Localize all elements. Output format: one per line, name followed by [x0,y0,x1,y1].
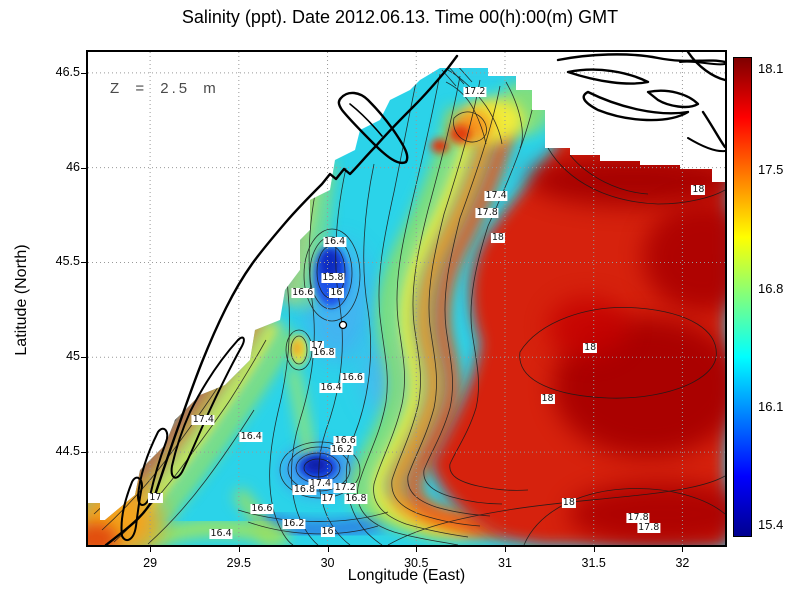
x-tick-label: 31 [498,556,512,570]
y-tick-mark [81,357,86,359]
x-tick-label: 29.5 [226,556,251,570]
contour-label: 16.4 [319,381,343,393]
contour-label: 17.4 [191,413,215,425]
contour-label: 18 [540,393,555,404]
y-tick-label: 46.5 [55,64,80,79]
contour-label: 17.8 [637,521,661,533]
x-tick-mark [238,547,240,552]
y-tick-mark [81,452,86,454]
contour-label: 16.4 [209,527,233,539]
depth-annotation: Z = 2.5 m [110,80,219,97]
page-title: Salinity (ppt). Date 2012.06.13. Time 00… [181,7,619,27]
x-tick-mark [682,547,684,552]
y-tick-label: 44.5 [55,444,80,459]
coastline [104,52,725,545]
contour-label: 17.8 [475,207,499,219]
colorbar-tick-label: 18.1 [758,60,784,76]
contour-label: 17 [148,491,163,503]
contour-label: 18 [583,341,598,353]
contour-label: 16.8 [312,347,336,359]
contour-label: 16.8 [344,493,368,505]
contour-label: 16.4 [239,430,263,442]
colorbar-gradient [733,57,752,537]
contour-label: 17.2 [463,85,487,97]
contour-label-layer: 17.2 18 17.4 17.8 18 16.4 15.8 16 16.6 17 16.8 18 16… [88,52,725,545]
contour-label: 18 [691,184,706,196]
contour-label: 16.6 [291,286,315,298]
station-marker [338,320,348,330]
x-tick-label: 30.5 [404,556,429,570]
contour-label: 18 [490,231,505,243]
x-tick-label: 32 [675,556,690,570]
contour-label: 16 [329,286,344,298]
y-axis-label: Latitude (North) [13,244,30,356]
contour-label: 16.4 [323,235,347,247]
colorbar-tick-label: 16.8 [758,280,784,296]
contour-label: 16.6 [250,502,274,514]
contour-label: 16.2 [282,518,306,530]
x-tick-label: 31.5 [581,556,606,570]
contour-label: 16.2 [330,444,354,456]
plot-area: 17.2 18 17.4 17.8 18 16.4 15.8 16 16.6 17 16.8 18 16… [86,50,727,547]
colorbar-tick-label: 17.5 [758,162,784,178]
x-tick-mark [593,547,595,552]
y-tick-label: 46 [66,159,80,174]
y-tick-label: 45 [66,349,80,364]
contour-label: 17 [309,339,324,351]
y-tick-label: 45.5 [55,254,80,269]
salinity-contour-map [88,52,725,545]
contour-label: 16.6 [333,434,357,446]
x-tick-label: 30 [320,556,335,570]
contour-label: 16.8 [292,484,317,496]
contour-label: 17.8 [626,512,650,524]
contour-label: 18 [561,497,576,509]
y-tick-mark [81,262,86,264]
colorbar-tick-label: 15.4 [758,517,784,533]
contour-label: 17.4 [308,478,333,490]
contour-label: 16 [320,525,335,537]
contour-label: 17 [320,493,335,505]
x-tick-mark [416,547,418,552]
x-tick-mark [150,547,152,552]
x-tick-mark [504,547,506,552]
contour-label: 17.2 [333,482,357,494]
x-axis-label: Longitude (East) [347,567,466,584]
y-tick-mark [81,167,86,169]
x-tick-label: 29 [143,556,158,570]
contour-label: 17.4 [484,190,508,202]
contour-label: 15.8 [321,271,345,283]
y-tick-mark [81,72,86,74]
x-tick-mark [327,547,329,552]
colorbar-tick-label: 16.1 [758,399,784,415]
contour-label: 16.6 [340,372,364,384]
